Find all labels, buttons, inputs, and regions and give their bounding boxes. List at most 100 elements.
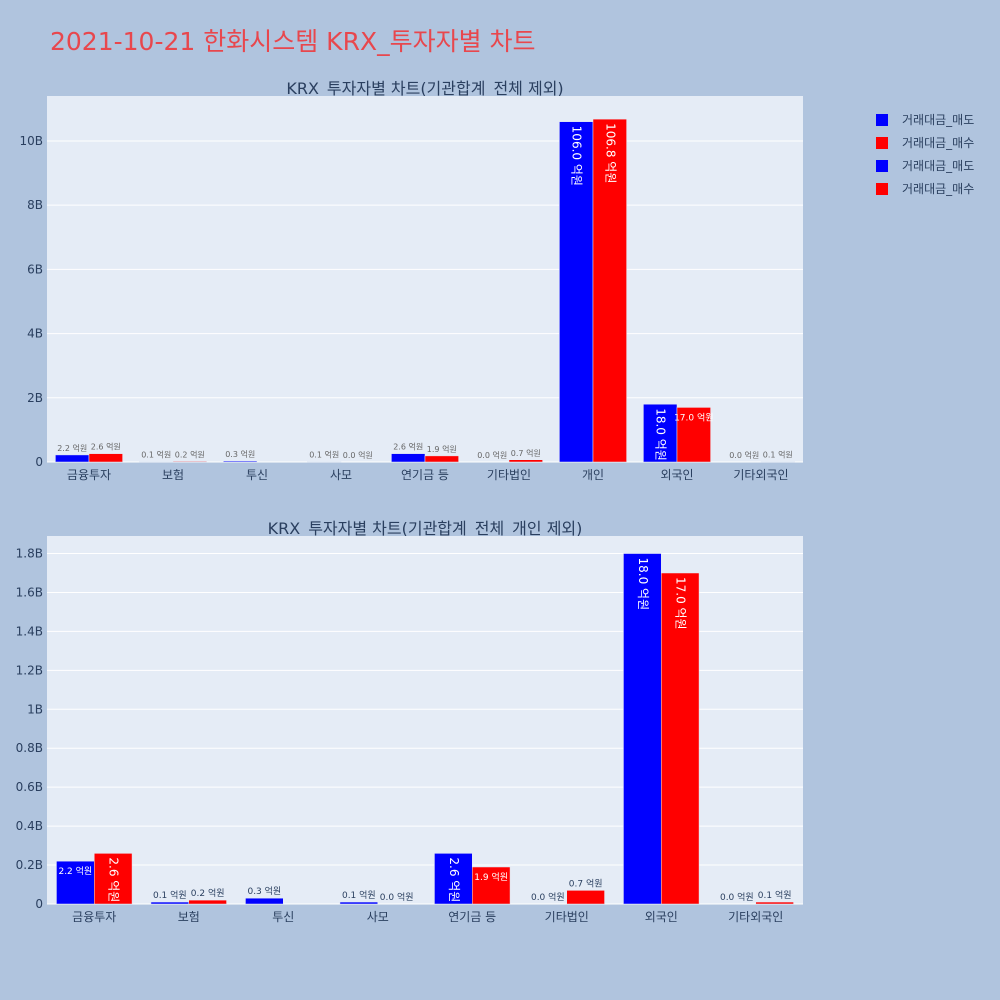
data-label: 17.0 억원 <box>674 577 688 630</box>
bar[interactable] <box>150 901 189 905</box>
data-label: 2.2 억원 <box>57 443 87 453</box>
data-label: 106.8 억원 <box>603 123 617 183</box>
bar[interactable] <box>508 459 543 463</box>
y-tick-label: 8B <box>27 198 43 212</box>
y-tick-label: 10B <box>19 134 43 148</box>
bar[interactable] <box>245 897 284 905</box>
y-tick-label: 0 <box>35 897 43 911</box>
data-label: 18.0 억원 <box>654 408 668 461</box>
legend-item[interactable]: 거래대금_매수 <box>876 131 974 154</box>
bar[interactable] <box>88 453 123 463</box>
legend-label: 거래대금_매도 <box>902 159 975 173</box>
legend-item[interactable]: 거래대금_매수 <box>876 177 974 200</box>
x-tick-label: 금융투자 <box>72 910 116 924</box>
data-label: 18.0 억원 <box>636 558 650 611</box>
y-tick-label: 1B <box>27 702 43 716</box>
y-tick-label: 0.2B <box>16 858 43 872</box>
bar[interactable] <box>643 403 678 463</box>
y-tick-label: 0.4B <box>16 819 43 833</box>
bar[interactable] <box>676 407 711 463</box>
data-label: 17.0 억원 <box>674 411 713 423</box>
x-tick-label: 사모 <box>367 910 389 924</box>
legend-swatch <box>876 136 888 149</box>
y-tick-label: 6B <box>27 262 43 276</box>
data-label: 0.2 억원 <box>175 449 205 459</box>
data-label: 0.1 억원 <box>309 450 339 460</box>
data-label: 0.0 억원 <box>720 891 754 903</box>
bar[interactable] <box>623 553 662 905</box>
bar[interactable] <box>472 866 511 905</box>
x-tick-label: 기타외국인 <box>728 910 783 924</box>
legend-swatch <box>876 159 888 172</box>
legend-label: 거래대금_매수 <box>902 182 975 196</box>
bar[interactable] <box>434 853 473 905</box>
bar[interactable] <box>56 860 95 905</box>
x-tick-label: 보험 <box>178 910 200 924</box>
legend-swatch <box>876 113 888 126</box>
chart-title: KRX_투자자별 차트(기관합계_전체_개인 제외) <box>268 519 583 539</box>
x-tick-label: 기타법인 <box>545 910 589 924</box>
data-label: 1.9 억원 <box>427 444 457 454</box>
bar[interactable] <box>391 453 426 463</box>
bar[interactable] <box>339 901 379 905</box>
data-label: 0.1 억원 <box>342 889 376 901</box>
x-tick-label: 투신 <box>272 910 294 924</box>
plot-area <box>47 96 803 462</box>
x-tick-label: 기타외국인 <box>733 468 788 482</box>
data-label: 0.0 억원 <box>477 450 507 460</box>
bar[interactable] <box>592 118 627 463</box>
data-label: 0.3 억원 <box>247 885 281 897</box>
data-label: 2.6 억원 <box>447 857 461 902</box>
bar[interactable] <box>424 455 459 463</box>
x-tick-label: 개인 <box>582 468 604 482</box>
y-tick-label: 1.6B <box>16 585 43 599</box>
chart-top: KRX_투자자별 차트(기관합계_전체 제외) 0 2B 4B 6B 8B 10B 금융투자 2… <box>19 79 803 482</box>
legend: 거래대금_매도 거래대금_매수 거래대금_매도 거래대금_매수 <box>876 108 974 200</box>
data-label: 2.6 억원 <box>393 442 423 452</box>
y-tick-label: 4B <box>27 327 43 341</box>
bar[interactable] <box>94 853 133 905</box>
data-label: 0.0 억원 <box>380 891 414 903</box>
legend-item[interactable]: 거래대금_매도 <box>876 154 974 177</box>
data-label: 2.6 억원 <box>107 857 121 902</box>
data-label: 0.7 억원 <box>569 877 603 889</box>
data-label: 0.1 억원 <box>153 889 187 901</box>
legend-item[interactable]: 거래대금_매도 <box>876 108 974 131</box>
x-tick-label: 기타법인 <box>487 468 531 482</box>
x-tick-label: 보험 <box>162 468 184 482</box>
bar[interactable] <box>223 460 258 463</box>
data-label: 0.2 억원 <box>191 887 225 899</box>
y-tick-label: 0.6B <box>16 780 43 794</box>
bar[interactable] <box>172 461 207 463</box>
y-tick-label: 0 <box>35 455 43 469</box>
data-label: 1.9 억원 <box>474 871 508 883</box>
y-tick-label: 1.2B <box>16 663 43 677</box>
chart-title: KRX_투자자별 차트(기관합계_전체 제외) <box>286 79 563 99</box>
data-label: 0.1 억원 <box>758 889 792 901</box>
data-label: 0.0 억원 <box>729 450 759 460</box>
x-tick-label: 투신 <box>246 468 268 482</box>
data-label: 0.3 억원 <box>225 449 255 459</box>
bar[interactable] <box>755 901 794 905</box>
chart-bottom: KRX_투자자별 차트(기관합계_전체_개인 제외) 0 0.2B 0.4B 0.6B 0… <box>16 519 803 924</box>
x-tick-label: 금융투자 <box>67 468 111 482</box>
legend-label: 거래대금_매수 <box>902 136 975 150</box>
data-label: 0.0 억원 <box>343 450 373 460</box>
bar[interactable] <box>55 454 90 463</box>
data-label: 0.1 억원 <box>141 450 171 460</box>
legend-swatch <box>876 182 888 195</box>
x-tick-label: 외국인 <box>645 910 678 924</box>
bar[interactable] <box>661 572 700 905</box>
data-label: 2.6 억원 <box>91 442 121 452</box>
bar[interactable] <box>566 890 605 905</box>
y-tick-label: 2B <box>27 391 43 405</box>
x-tick-label: 연기금 등 <box>448 910 496 924</box>
data-label: 0.1 억원 <box>763 450 793 460</box>
x-tick-label: 연기금 등 <box>401 468 449 482</box>
data-label: 0.7 억원 <box>511 448 541 458</box>
page-title: 2021-10-21 한화시스템 KRX_투자자별 차트 <box>50 27 536 56</box>
y-tick-label: 1.8B <box>16 547 43 561</box>
bar[interactable] <box>188 899 227 905</box>
data-label: 0.0 억원 <box>531 891 565 903</box>
legend-label: 거래대금_매도 <box>902 113 975 127</box>
